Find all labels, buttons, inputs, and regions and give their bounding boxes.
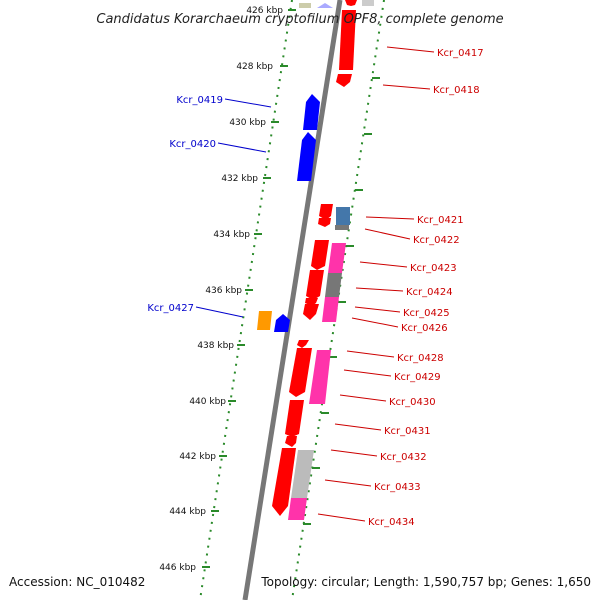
leader-kcr-0421 (365, 216, 415, 220)
scale-label: 438 kbp (197, 341, 234, 351)
leader-kcr-0422 (364, 228, 411, 240)
gene-label-kcr-0417[interactable]: Kcr_0417 (437, 48, 484, 59)
leader-kcr-0419 (224, 98, 272, 108)
gene-feature[interactable] (299, 3, 311, 8)
gene-kcr-0417[interactable] (339, 10, 356, 70)
gene-kcr-0419[interactable] (303, 94, 320, 130)
gene-label-kcr-0430[interactable]: Kcr_0430 (389, 397, 436, 408)
gene-feature[interactable] (362, 0, 374, 6)
gene-kcr-0427b[interactable] (274, 314, 290, 332)
leader-kcr-0423 (359, 261, 408, 268)
scale-ticks (202, 9, 380, 568)
gene-kcr-0421[interactable] (319, 204, 333, 220)
genome-backbone (242, 0, 343, 600)
gene-label-kcr-0433[interactable]: Kcr_0433 (374, 482, 421, 493)
gene-kcr-0428[interactable] (297, 340, 309, 348)
leader-kcr-0424 (355, 287, 404, 292)
leader-kcr-0433 (324, 479, 372, 487)
gene-kcr-0423[interactable] (311, 240, 329, 270)
gene-kcr-0424b[interactable] (325, 273, 342, 297)
gene-label-kcr-0423[interactable]: Kcr_0423 (410, 263, 457, 274)
gene-kcr-0422[interactable] (336, 207, 350, 225)
genome-summary-text: Topology: circular; Length: 1,590,757 bp… (260, 575, 591, 589)
forward-gene-labels: Kcr_0419 Kcr_0420 Kcr_0427 (147, 95, 223, 314)
gene-label-kcr-0429[interactable]: Kcr_0429 (394, 372, 441, 383)
leader-kcr-0431 (334, 423, 382, 431)
leader-kcr-0417 (386, 46, 435, 53)
map-title: Candidatus Korarchaeum cryptofilum OPF8,… (96, 12, 503, 27)
right-dotted-ring (291, 0, 385, 600)
gene-kcr-0430[interactable] (285, 400, 304, 437)
scale-label: 446 kbp (159, 563, 196, 573)
gene-kcr-0434[interactable] (288, 498, 307, 520)
scale-label: 440 kbp (189, 397, 226, 407)
gene-kcr-0428b[interactable] (289, 348, 312, 397)
accession-text: Accession: NC_010482 (9, 575, 145, 589)
gene-kcr-0426[interactable] (303, 304, 319, 320)
gene-kcr-0423b[interactable] (328, 243, 346, 273)
scale-label: 436 kbp (205, 286, 242, 296)
gene-label-kcr-0420[interactable]: Kcr_0420 (169, 139, 216, 150)
gene-kcr-0433[interactable] (291, 450, 314, 498)
gene-kcr-0431[interactable] (285, 436, 297, 447)
leader-kcr-0429 (343, 369, 392, 377)
left-dotted-ring (199, 0, 293, 600)
gene-label-kcr-0427[interactable]: Kcr_0427 (147, 303, 194, 314)
leader-kcr-0430 (339, 394, 387, 402)
gene-label-kcr-0431[interactable]: Kcr_0431 (384, 426, 431, 437)
gene-kcr-0420[interactable] (297, 132, 316, 181)
gene-label-kcr-0424[interactable]: Kcr_0424 (406, 287, 453, 298)
gene-label-kcr-0421[interactable]: Kcr_0421 (417, 215, 464, 226)
scale-label: 430 kbp (229, 118, 266, 128)
leader-kcr-0426 (351, 317, 399, 328)
scale-labels: 426 kbp 428 kbp 430 kbp 432 kbp 434 kbp … (159, 6, 283, 573)
gene-label-kcr-0426[interactable]: Kcr_0426 (401, 323, 448, 334)
gene-kcr-0418[interactable] (336, 74, 352, 87)
gene-label-kcr-0428[interactable]: Kcr_0428 (397, 353, 444, 364)
gene-label-kcr-0418[interactable]: Kcr_0418 (433, 85, 480, 96)
gene-kcr-0421b[interactable] (318, 218, 331, 227)
scale-label: 444 kbp (169, 507, 206, 517)
scale-label: 426 kbp (246, 6, 283, 16)
gene-kcr-0424[interactable] (306, 270, 324, 300)
label-leaders (195, 46, 435, 522)
gene-label-kcr-0425[interactable]: Kcr_0425 (403, 308, 450, 319)
leader-kcr-0428 (346, 350, 395, 358)
leader-kcr-0432 (330, 449, 378, 457)
scale-label: 432 kbp (221, 174, 258, 184)
gene-kcr-0426b[interactable] (322, 297, 339, 322)
gene-kcr-0422-cap[interactable] (335, 225, 349, 230)
gene-label-kcr-0419[interactable]: Kcr_0419 (176, 95, 223, 106)
leader-kcr-0420 (217, 142, 267, 153)
gene-feature[interactable] (317, 3, 333, 8)
gene-label-kcr-0434[interactable]: Kcr_0434 (368, 517, 415, 528)
gene-label-kcr-0432[interactable]: Kcr_0432 (380, 452, 427, 463)
gene-features (257, 0, 374, 520)
leader-kcr-0425 (354, 306, 401, 313)
scale-label: 428 kbp (236, 62, 273, 72)
leader-kcr-0427 (195, 306, 244, 318)
gene-kcr-0432[interactable] (272, 448, 296, 516)
scale-label: 434 kbp (213, 230, 250, 240)
leader-kcr-0418 (382, 84, 431, 90)
gene-kcr-0427[interactable] (257, 311, 272, 330)
leader-kcr-0434 (317, 513, 366, 522)
scale-label: 442 kbp (179, 452, 216, 462)
gene-label-kcr-0422[interactable]: Kcr_0422 (413, 235, 460, 246)
gene-kcr-0429[interactable] (309, 350, 331, 404)
gene-feature[interactable] (345, 0, 357, 6)
reverse-gene-labels: Kcr_0417 Kcr_0418 Kcr_0421 Kcr_0422 Kcr_… (368, 48, 484, 528)
